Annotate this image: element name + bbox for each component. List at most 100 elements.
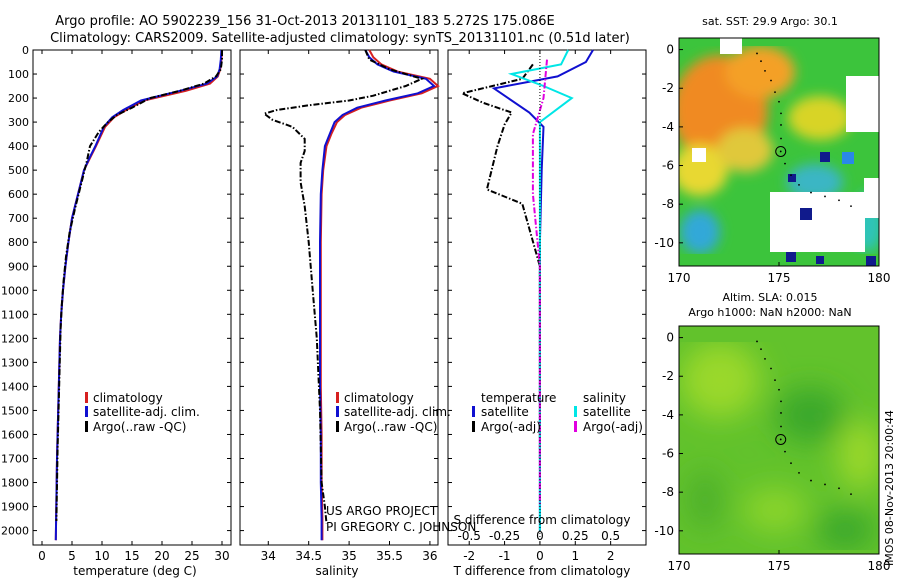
- sst-warm-patch: [717, 128, 773, 172]
- sla-low-patch: [775, 387, 845, 443]
- series-line-climatology: [54, 49, 223, 541]
- map-x-tick-label: 170: [668, 271, 691, 285]
- x-tick-label: -1: [499, 549, 511, 563]
- track-point: [780, 137, 782, 140]
- track-point: [760, 60, 762, 63]
- s-tick-label: 0.5: [601, 529, 620, 543]
- track-point: [780, 425, 782, 428]
- track-point: [850, 205, 852, 208]
- track-point: [798, 471, 800, 474]
- y-tick-label: 1100: [1, 308, 29, 321]
- sst-cloud-mask: [692, 38, 879, 252]
- sst-map-panel: sat. SST: 29.9 Argo: 30.1: [654, 15, 890, 285]
- x-tick-label: 25: [184, 549, 199, 563]
- track-point: [850, 493, 852, 496]
- y-tick-label: 1700: [1, 452, 29, 465]
- sla-map-field: [679, 326, 879, 554]
- figure-title-line2: Climatology: CARS2009. Satellite-adjuste…: [50, 31, 630, 46]
- y-tick-label: 600: [8, 188, 29, 201]
- y-tick-label: 1000: [1, 284, 29, 297]
- map-x-tick-label: 175: [768, 559, 791, 573]
- figure-title-line1: Argo profile: AO 5902239_156 31-Oct-2013…: [55, 14, 554, 29]
- map-y-tick-label: -4: [662, 120, 674, 134]
- track-point: [824, 195, 826, 198]
- y-tick-label: 1300: [1, 356, 29, 369]
- y-tick-label: 2000: [1, 525, 29, 538]
- legend-climatology-swatch: [85, 392, 88, 403]
- y-tick-label: 1500: [1, 404, 29, 417]
- sla-argo-position-marker: [775, 433, 787, 445]
- x-tick-label: 10: [94, 549, 109, 563]
- track-point: [756, 52, 758, 55]
- map-y-tick-label: -2: [662, 81, 674, 95]
- y-tick-label: 900: [8, 260, 29, 273]
- series-line-satellite: [54, 49, 223, 541]
- track-point: [790, 462, 792, 465]
- map-y-tick-label: -10: [654, 524, 674, 538]
- legend-satellite-swatch: [85, 406, 88, 417]
- s-tick-label: -0.5: [458, 529, 481, 543]
- track-point: [780, 412, 782, 414]
- s-tick-label: -0.25: [489, 529, 520, 543]
- track-point: [780, 112, 782, 115]
- track-point: [756, 340, 758, 343]
- credit-line1: US ARGO PROJECT: [326, 504, 438, 518]
- difference-lines: [459, 49, 594, 545]
- map-y-tick-label: -4: [662, 408, 674, 422]
- y-tick-label: 800: [8, 236, 29, 249]
- salinity-xlabel: salinity: [315, 564, 358, 578]
- map-x-tick-label: 180: [868, 559, 891, 573]
- legend-climatology-swatch: [336, 392, 339, 403]
- track-point: [770, 367, 772, 370]
- difference-axes-frame: [447, 49, 647, 546]
- legend-s-argo-swatch: [574, 421, 577, 432]
- map-y-tick-label: 0: [666, 331, 674, 345]
- x-tick-label: 15: [124, 549, 139, 563]
- legend-argo-label: Argo(..raw -QC): [344, 420, 437, 434]
- legend-satellite-swatch: [336, 406, 339, 417]
- y-tick-label: 1600: [1, 428, 29, 441]
- sst-warm-patch: [725, 46, 795, 98]
- map-y-tick-label: -10: [654, 236, 674, 250]
- series-line-t-satellite: [491, 49, 594, 531]
- track-point: [760, 348, 762, 351]
- y-tick-label: 1200: [1, 332, 29, 345]
- map-y-tick-label: -2: [662, 369, 674, 383]
- map-y-tick-label: 0: [666, 43, 674, 57]
- sst-blue-pixel: [842, 152, 854, 164]
- legend-s-argo-label: Argo(-adj): [583, 420, 643, 434]
- salinity-lines: [261, 49, 440, 541]
- series-line-climatology: [319, 49, 440, 541]
- x-tick-label: 1: [571, 549, 579, 563]
- legend-satellite-label: satellite-adj. clim.: [93, 405, 200, 419]
- legend-t-argo-label: Argo(-adj): [481, 420, 541, 434]
- x-tick-label: 5: [68, 549, 76, 563]
- sla-high-patch: [838, 420, 879, 490]
- track-point: [824, 483, 826, 486]
- track-point: [838, 487, 840, 490]
- track-point: [774, 379, 776, 382]
- track-point: [779, 150, 782, 153]
- track-point: [774, 91, 776, 94]
- sst-cold-pixels: [786, 152, 876, 266]
- sla-map-panel: Altim. SLA: 0.015 Argo h1000: NaN h2000:…: [654, 291, 890, 573]
- map-y-tick-label: -6: [662, 447, 674, 461]
- track-point: [838, 199, 840, 202]
- y-tick-label: 1400: [1, 380, 29, 393]
- x-tick-label: 0: [38, 549, 46, 563]
- track-point: [770, 79, 772, 82]
- x-tick-label: -2: [463, 549, 475, 563]
- track-point: [779, 438, 782, 441]
- series-line-s-satellite: [507, 49, 574, 531]
- sla-map-title2: Argo h1000: NaN h2000: NaN: [688, 306, 851, 319]
- s-tick-label: 0.25: [562, 529, 589, 543]
- salinity-axes-frame: [239, 49, 439, 546]
- legend-argo-swatch: [85, 421, 88, 432]
- series-line-t-argo-adj-: [459, 63, 541, 459]
- legend-salinity-title: salinity: [583, 391, 626, 405]
- temperature-legend: climatology satellite-adj. clim. Argo(..…: [85, 391, 200, 434]
- y-tick-label: 500: [8, 164, 29, 177]
